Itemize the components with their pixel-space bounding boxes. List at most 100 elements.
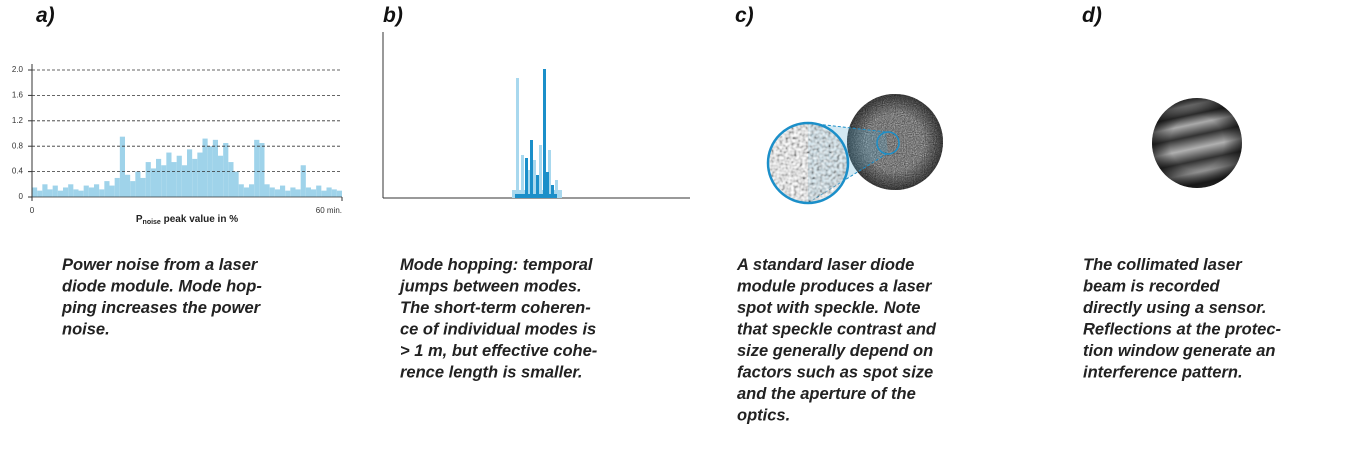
bar: [140, 177, 146, 197]
bar: [161, 165, 167, 197]
caption-line: size generally depend on: [737, 342, 933, 360]
y-tick-label: 2.0: [12, 65, 24, 74]
caption-line: rence length is smaller.: [400, 364, 583, 382]
caption-line: factors such as spot size: [737, 364, 933, 382]
caption-line: noise.: [62, 321, 110, 339]
bar: [181, 165, 187, 197]
bar: [78, 190, 84, 197]
bar: [243, 187, 249, 197]
bar: [166, 152, 172, 197]
panel-label: a): [36, 4, 55, 27]
bar: [326, 187, 332, 197]
caption-line: beam is recorded: [1083, 278, 1221, 296]
x-axis-label-part: noise: [143, 219, 161, 226]
bar: [311, 189, 317, 197]
bar: [130, 181, 136, 197]
y-tick-label: 0.4: [12, 167, 24, 176]
bar: [316, 185, 322, 197]
x-axis-label-part: P: [136, 214, 143, 225]
bar: [37, 190, 43, 197]
caption-line: diode module. Mode hop-: [62, 278, 262, 296]
caption-line: interference pattern.: [1083, 364, 1243, 382]
bar: [68, 184, 74, 197]
caption-line: that speckle contrast and: [737, 321, 937, 339]
bar: [104, 181, 110, 197]
interference-image: [1152, 98, 1242, 188]
caption-line: Mode hopping: temporal: [400, 256, 593, 274]
bar: [192, 158, 198, 197]
bar: [264, 184, 270, 197]
bar: [42, 184, 48, 197]
bar: [125, 174, 131, 197]
caption-line: spot with speckle. Note: [737, 299, 920, 317]
bar: [254, 139, 260, 197]
caption-line: > 1 m, but effective cohe-: [400, 342, 598, 360]
bar: [109, 185, 115, 197]
bar: [187, 149, 193, 197]
bar: [300, 165, 306, 197]
x-tick-label: 0: [30, 206, 35, 215]
bar: [295, 189, 301, 197]
bar: [145, 162, 151, 197]
bar: [228, 162, 234, 197]
panel-label: d): [1082, 4, 1102, 27]
bar: [274, 189, 280, 197]
bar: [259, 143, 265, 197]
bar: [285, 190, 291, 197]
speckle-image: [766, 94, 943, 205]
bar: [47, 189, 53, 197]
bar: [88, 187, 94, 197]
bar: [156, 158, 162, 197]
caption-line: Power noise from a laser: [62, 256, 259, 274]
caption-line: The short-term coheren-: [400, 299, 591, 317]
bar: [176, 155, 182, 197]
bar: [73, 189, 79, 197]
bar: [99, 189, 105, 197]
bar: [135, 171, 141, 197]
caption-line: optics.: [737, 407, 790, 425]
bar: [171, 162, 177, 197]
bar: [321, 190, 327, 197]
bar: [233, 171, 239, 197]
x-axis-label-part: peak value in %: [161, 214, 238, 225]
panel-label: b): [383, 4, 403, 27]
x-tick-label: 60 min.: [316, 206, 342, 215]
bar: [52, 185, 58, 197]
caption-line: ce of individual modes is: [400, 321, 596, 339]
bar: [57, 190, 63, 197]
bar: [212, 139, 218, 197]
caption-line: A standard laser diode: [736, 256, 914, 274]
caption-line: tion window generate an: [1083, 342, 1276, 360]
mode-chart: [382, 32, 690, 199]
bar: [197, 152, 203, 197]
bar: [269, 187, 275, 197]
bar: [280, 185, 286, 197]
caption-line: directly using a sensor.: [1083, 299, 1266, 317]
x-axis-label: Pnoise peak value in %: [136, 214, 238, 226]
bar: [249, 184, 255, 197]
caption-line: The collimated laser: [1083, 256, 1243, 274]
bar: [223, 143, 229, 197]
bar: [119, 136, 125, 197]
y-tick-label: 1.2: [12, 116, 24, 125]
bar: [290, 187, 296, 197]
caption-line: Reflections at the protec-: [1083, 321, 1282, 339]
caption-line: and the aperture of the: [737, 385, 916, 403]
bar: [114, 177, 120, 197]
bar: [336, 190, 342, 197]
caption-line: jumps between modes.: [398, 278, 582, 296]
bar: [202, 138, 208, 197]
bar: [63, 187, 69, 197]
bar: [218, 155, 224, 197]
noise-chart: 0 0.4 0.8 1.2 1.6 2.0 0 60 min. Pnoise peak valu…: [12, 64, 343, 226]
bar: [32, 187, 38, 197]
panel-label: c): [735, 4, 754, 27]
y-tick-label: 0: [19, 192, 24, 201]
bar: [83, 185, 89, 197]
bar: [238, 184, 244, 197]
bar: [305, 187, 311, 197]
y-tick-label: 0.8: [12, 141, 24, 150]
caption-line: ping increases the power: [61, 299, 262, 317]
bar: [150, 168, 156, 197]
